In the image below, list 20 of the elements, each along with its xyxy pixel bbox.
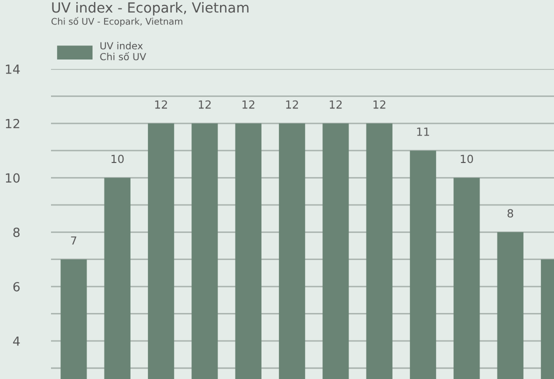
text: 12 (198, 100, 211, 109)
text: 8 (508, 209, 514, 218)
y-tick-label: 4 (13, 336, 20, 346)
text: 11 (417, 128, 430, 136)
text: 12 (330, 100, 342, 109)
text: 10 (460, 154, 474, 164)
y-tick-label: 12 (6, 118, 20, 128)
chart-title: UV index - Ecopark, Vietnam (52, 2, 248, 16)
text: 7 (71, 236, 76, 245)
text: 12 (374, 100, 386, 109)
y-tick-label: 14 (6, 64, 20, 74)
chart-subtitle: Chi số UV - Ecopark, Vietnam (52, 17, 182, 27)
legend-label: UV index Chi số UV (100, 42, 146, 60)
y-tick-label: 8 (13, 228, 20, 238)
text: 12 (286, 100, 298, 109)
y-tick-label: 10 (6, 173, 20, 183)
text: 12 (155, 100, 167, 109)
y-tick-label: 6 (13, 282, 20, 292)
text: 12 (242, 100, 254, 109)
text: 10 (112, 154, 124, 164)
